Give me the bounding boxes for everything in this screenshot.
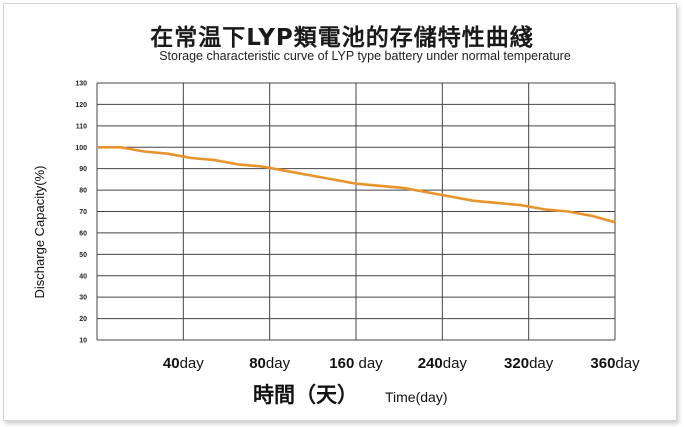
x-axis-label-en: Time(day) (385, 389, 448, 405)
y-tick-label: 30 (79, 295, 87, 302)
y-tick-label: 130 (75, 81, 87, 88)
y-tick-label: 90 (79, 166, 87, 173)
x-tick-label: 360day (590, 355, 640, 372)
y-tick-label: 40 (79, 273, 87, 280)
x-tick-label: 80day (249, 355, 290, 372)
grid (96, 82, 616, 341)
y-tick-label: 80 (79, 188, 87, 195)
y-tick-label: 10 (79, 338, 87, 345)
y-tick-label: 100 (75, 145, 87, 152)
y-tick-label: 20 (79, 316, 87, 323)
y-tick-labels: 130 120 110 100 90 80 70 60 50 40 30 20 10 (75, 81, 87, 345)
x-tick-label: 160 day (329, 355, 383, 372)
series-line (97, 146, 616, 224)
x-tick-label: 320day (504, 355, 554, 372)
x-tick-label: 240day (418, 355, 468, 372)
y-tick-label: 70 (79, 209, 87, 216)
x-tick-label: 40day (163, 355, 204, 372)
x-tick-labels: 40day 80day 160 day 240day 320day 360day (163, 355, 640, 372)
x-axis-label-cn: 時間（天） (253, 383, 358, 407)
y-axis-label: Discharge Capacity(%) (32, 166, 47, 299)
y-tick-label: 120 (75, 102, 87, 109)
y-tick-label: 110 (76, 123, 87, 130)
y-tick-label: 50 (79, 252, 87, 259)
chart-title: 在常温下LYP類電池的存儲特性曲綫 (150, 25, 534, 51)
y-tick-label: 60 (79, 230, 87, 237)
chart-subtitle: Storage characteristic curve of LYP type… (159, 49, 571, 63)
